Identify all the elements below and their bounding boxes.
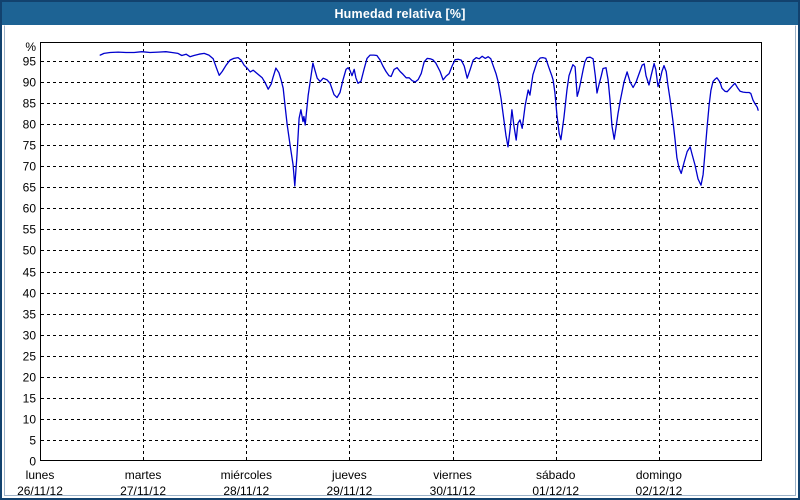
plot-border xyxy=(40,42,762,461)
svg-text:45: 45 xyxy=(23,266,37,280)
x-gridlines xyxy=(143,43,660,460)
svg-text:85: 85 xyxy=(23,97,37,111)
day-date-label: 02/12/12 xyxy=(636,484,683,498)
x-day-labels: lunes 26/11/12 martes 27/11/12 miércoles 28/1… xyxy=(17,468,682,498)
svg-text:70: 70 xyxy=(23,160,37,174)
svg-text:15: 15 xyxy=(23,392,37,406)
day-name-label: sábado xyxy=(536,468,576,482)
humidity-line xyxy=(99,51,759,187)
svg-text:90: 90 xyxy=(23,76,37,90)
day-name-label: lunes xyxy=(26,468,55,482)
day-date-label: 29/11/12 xyxy=(326,484,372,498)
svg-text:40: 40 xyxy=(23,287,37,301)
svg-text:95: 95 xyxy=(23,55,37,69)
day-date-label: 26/11/12 xyxy=(17,484,63,498)
svg-text:5: 5 xyxy=(29,434,36,448)
day-date-label: 28/11/12 xyxy=(223,484,269,498)
day-date-label: 01/12/12 xyxy=(532,484,579,498)
y-gridlines xyxy=(41,61,761,441)
y-axis-unit: % xyxy=(25,40,36,54)
svg-text:30: 30 xyxy=(23,329,37,343)
title-bar: Humedad relativa [%] xyxy=(2,2,798,25)
svg-text:25: 25 xyxy=(23,350,37,364)
day-name-label: jueves xyxy=(331,468,367,482)
svg-text:65: 65 xyxy=(23,181,37,195)
svg-text:0: 0 xyxy=(29,455,36,469)
day-name-label: martes xyxy=(125,468,162,482)
day-name-label: domingo xyxy=(636,468,682,482)
svg-text:80: 80 xyxy=(23,118,37,132)
svg-text:60: 60 xyxy=(23,202,37,216)
inner-edge xyxy=(4,25,796,496)
day-name-label: miércoles xyxy=(221,468,272,482)
svg-text:20: 20 xyxy=(23,371,37,385)
chart-title: Humedad relativa [%] xyxy=(334,6,466,21)
day-name-label: viernes xyxy=(433,468,472,482)
y-tick-labels: 0 5 10 15 20 25 30 35 40 45 50 55 60 65 70 75 80 85 90 95% xyxy=(23,40,37,469)
svg-text:55: 55 xyxy=(23,223,37,237)
svg-text:35: 35 xyxy=(23,308,37,322)
day-date-label: 27/11/12 xyxy=(120,484,166,498)
day-date-label: 30/11/12 xyxy=(430,484,476,498)
svg-text:10: 10 xyxy=(23,413,37,427)
svg-text:75: 75 xyxy=(23,139,37,153)
svg-text:50: 50 xyxy=(23,244,37,258)
